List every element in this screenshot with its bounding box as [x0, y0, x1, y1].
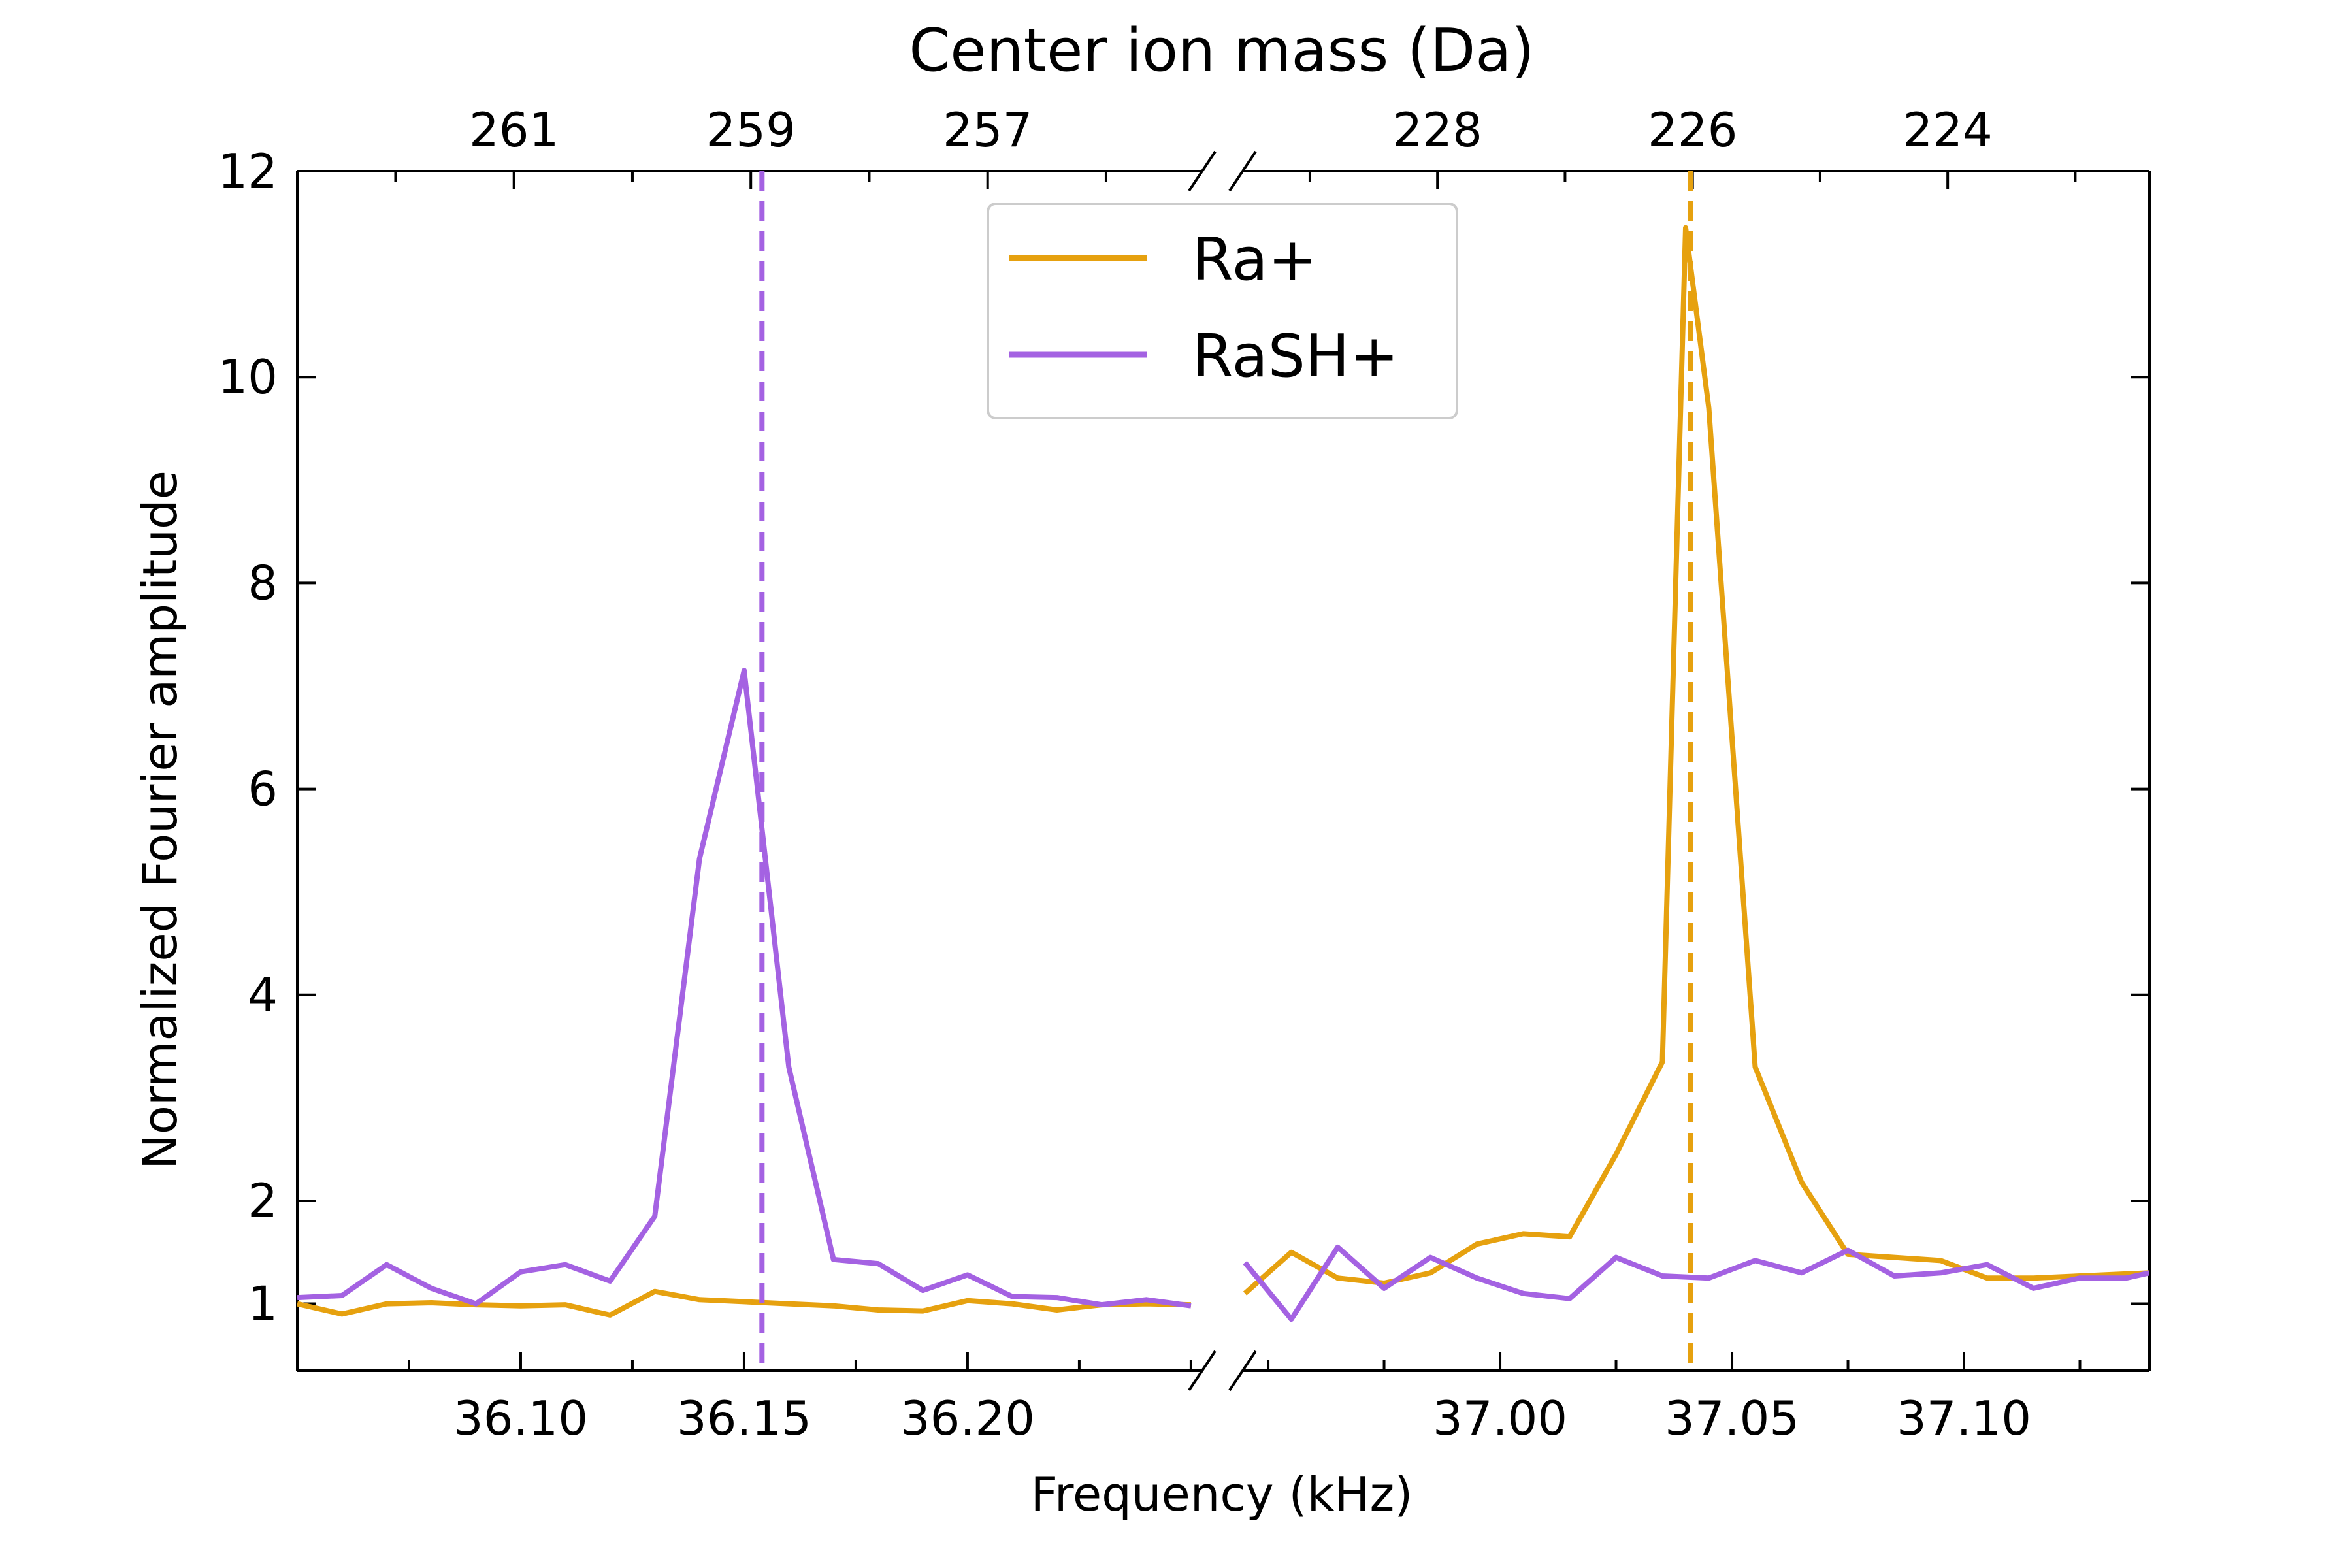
y-tick-label: 1 [248, 1277, 278, 1331]
x-axis-label: Frequency (kHz) [1031, 1467, 1413, 1522]
x-tick-label: 37.05 [1665, 1391, 1799, 1446]
top-tick-label: 226 [1648, 103, 1737, 157]
top-tick-label: 261 [469, 103, 559, 157]
y-tick-label: 2 [248, 1173, 278, 1228]
series-line-rash-segment-1 [297, 668, 1192, 1309]
axis-break-mark-bottom-2 [1228, 1350, 1257, 1392]
top-tick-label: 224 [1903, 103, 1992, 157]
top-tick-label: 257 [943, 103, 1032, 157]
series-line-ra-segment-1 [297, 1288, 1191, 1318]
x-tick-label: 36.10 [453, 1391, 588, 1446]
y-tick-label: 8 [248, 555, 278, 610]
top-axis-title: Center ion mass (Da) [909, 16, 1534, 85]
axis-break-mark-bottom-1 [1188, 1350, 1217, 1392]
y-tick-label: 6 [248, 762, 278, 817]
legend-label-rash: RaSH+ [1192, 322, 1399, 391]
x-tick-label: 37.00 [1433, 1391, 1567, 1446]
y-tick-label: 4 [248, 968, 278, 1022]
y-tick-label: 10 [218, 350, 278, 404]
axis-break-mark-top-2 [1228, 150, 1257, 192]
series-line-rash-segment-2 [1243, 1244, 2149, 1322]
legend-label-ra: Ra+ [1192, 225, 1317, 294]
legend: Ra+ RaSH+ [987, 203, 1458, 419]
y-axis-label: Normalized Fourier amplitude [133, 470, 188, 1169]
top-tick-label: 228 [1392, 103, 1482, 157]
top-tick-label: 259 [706, 103, 795, 157]
x-tick-label: 36.20 [900, 1391, 1035, 1446]
axis-break-mark-top-1 [1188, 150, 1217, 192]
series-layer [297, 171, 2149, 1371]
x-tick-label: 37.10 [1897, 1391, 2031, 1446]
y-tick-label: 12 [218, 144, 278, 199]
x-tick-label: 36.15 [677, 1391, 811, 1446]
